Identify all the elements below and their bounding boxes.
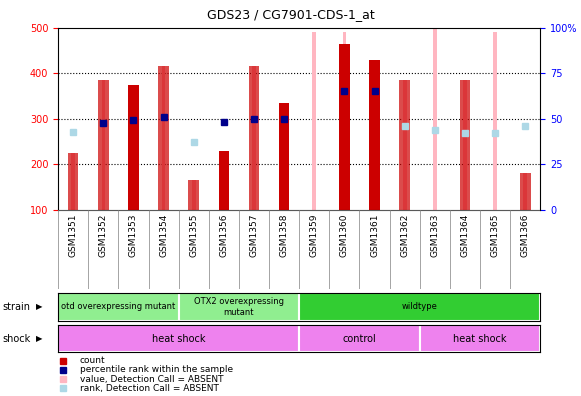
Text: GSM1353: GSM1353 bbox=[129, 214, 138, 257]
Text: GSM1365: GSM1365 bbox=[490, 214, 500, 257]
Bar bbox=[158, 67, 169, 210]
Bar bbox=[68, 153, 78, 210]
Text: strain: strain bbox=[3, 302, 31, 312]
Text: GSM1355: GSM1355 bbox=[189, 214, 198, 257]
Bar bbox=[370, 59, 380, 210]
Bar bbox=[520, 173, 530, 210]
Text: wildtype: wildtype bbox=[402, 303, 437, 311]
Bar bbox=[403, 80, 407, 210]
Bar bbox=[299, 325, 420, 352]
Text: GDS23 / CG7901-CDS-1_at: GDS23 / CG7901-CDS-1_at bbox=[207, 8, 374, 21]
Bar bbox=[58, 325, 299, 352]
Bar bbox=[399, 80, 410, 210]
Text: GSM1354: GSM1354 bbox=[159, 214, 168, 257]
Text: GSM1358: GSM1358 bbox=[279, 214, 289, 257]
Bar bbox=[433, 28, 437, 210]
Text: OTX2 overexpressing
mutant: OTX2 overexpressing mutant bbox=[194, 297, 284, 316]
Bar bbox=[299, 293, 540, 321]
Text: GSM1356: GSM1356 bbox=[220, 214, 228, 257]
Bar bbox=[460, 80, 470, 210]
Bar bbox=[252, 67, 256, 210]
Bar bbox=[128, 85, 139, 210]
Text: shock: shock bbox=[3, 333, 31, 344]
Text: percentile rank within the sample: percentile rank within the sample bbox=[80, 366, 233, 375]
Text: heat shock: heat shock bbox=[152, 333, 206, 344]
Text: GSM1352: GSM1352 bbox=[99, 214, 108, 257]
Text: otd overexpressing mutant: otd overexpressing mutant bbox=[61, 303, 175, 311]
Text: value, Detection Call = ABSENT: value, Detection Call = ABSENT bbox=[80, 375, 223, 384]
Bar bbox=[188, 180, 199, 210]
Bar bbox=[313, 32, 316, 210]
Bar bbox=[463, 80, 467, 210]
Bar bbox=[98, 80, 109, 210]
Text: GSM1360: GSM1360 bbox=[340, 214, 349, 257]
Text: GSM1362: GSM1362 bbox=[400, 214, 409, 257]
Bar bbox=[420, 325, 540, 352]
Bar bbox=[523, 173, 527, 210]
Bar bbox=[192, 180, 196, 210]
Text: GSM1359: GSM1359 bbox=[310, 214, 319, 257]
Text: GSM1366: GSM1366 bbox=[521, 214, 530, 257]
Bar bbox=[58, 293, 179, 321]
Bar bbox=[493, 32, 497, 210]
Bar bbox=[218, 150, 229, 210]
Bar bbox=[102, 80, 105, 210]
Bar bbox=[249, 67, 259, 210]
Text: GSM1361: GSM1361 bbox=[370, 214, 379, 257]
Bar bbox=[343, 32, 346, 210]
Bar bbox=[71, 153, 75, 210]
Text: rank, Detection Call = ABSENT: rank, Detection Call = ABSENT bbox=[80, 384, 218, 393]
Bar bbox=[339, 44, 350, 210]
Text: count: count bbox=[80, 356, 105, 365]
Bar bbox=[162, 67, 166, 210]
Text: GSM1364: GSM1364 bbox=[461, 214, 469, 257]
Text: ▶: ▶ bbox=[36, 303, 42, 311]
Text: ▶: ▶ bbox=[36, 334, 42, 343]
Text: GSM1363: GSM1363 bbox=[431, 214, 439, 257]
Text: GSM1357: GSM1357 bbox=[249, 214, 259, 257]
Text: heat shock: heat shock bbox=[453, 333, 507, 344]
Bar bbox=[279, 103, 289, 210]
Text: control: control bbox=[343, 333, 376, 344]
Text: GSM1351: GSM1351 bbox=[69, 214, 78, 257]
Bar bbox=[179, 293, 299, 321]
